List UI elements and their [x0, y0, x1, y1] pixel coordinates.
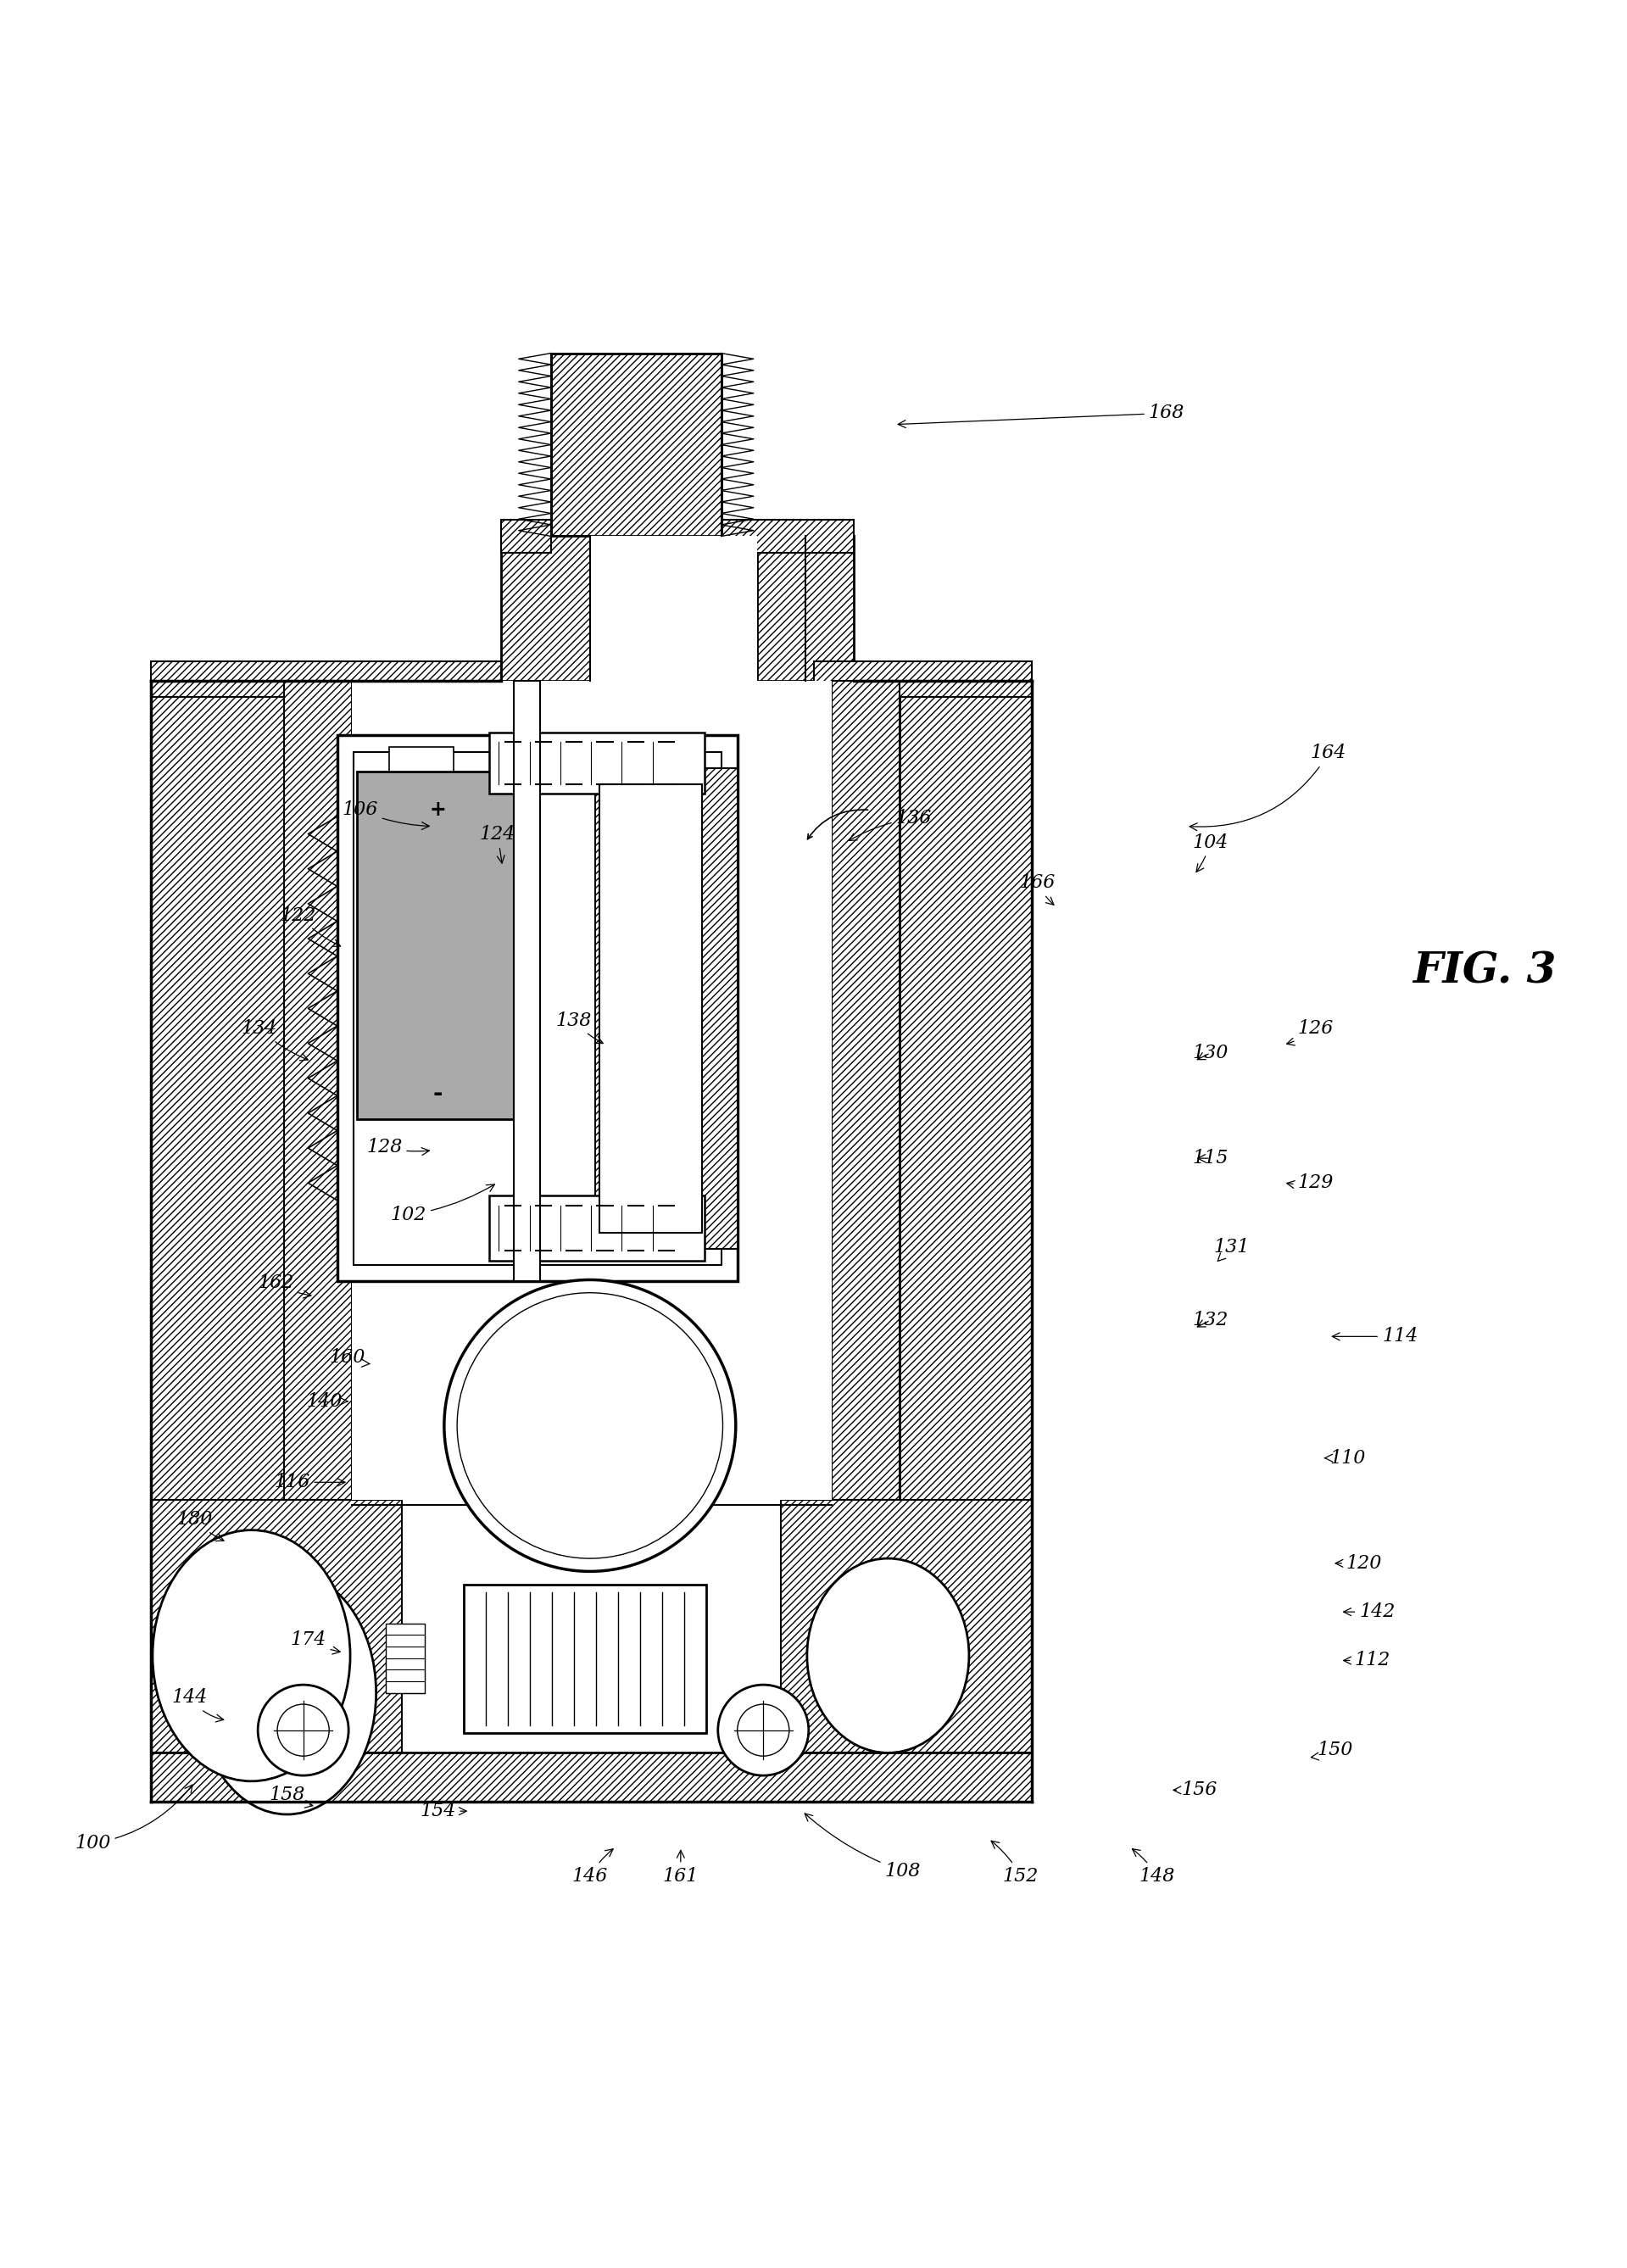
- Text: 131: 131: [1214, 1238, 1250, 1261]
- Bar: [490, 1195, 704, 1261]
- Text: +: +: [430, 801, 446, 821]
- Bar: [151, 680, 283, 1499]
- Text: FIG. 3: FIG. 3: [1412, 950, 1557, 993]
- Bar: [600, 785, 701, 1234]
- Text: 154: 154: [420, 1801, 467, 1821]
- Text: 122: 122: [280, 905, 340, 946]
- Text: 129: 129: [1287, 1173, 1334, 1193]
- Circle shape: [277, 1703, 329, 1755]
- Text: 115: 115: [1193, 1150, 1228, 1168]
- Bar: [337, 735, 737, 1281]
- Bar: [900, 680, 1032, 1499]
- Text: 152: 152: [991, 1842, 1038, 1885]
- Bar: [351, 680, 831, 1499]
- Bar: [501, 519, 552, 553]
- Text: 156: 156: [1173, 1780, 1217, 1799]
- Text: 180: 180: [177, 1510, 225, 1540]
- Ellipse shape: [198, 1572, 376, 1814]
- Text: 161: 161: [662, 1851, 698, 1885]
- Bar: [151, 1499, 402, 1753]
- Text: -: -: [433, 1082, 443, 1105]
- Text: 102: 102: [390, 1184, 495, 1225]
- Text: 140: 140: [306, 1393, 348, 1411]
- Circle shape: [718, 1685, 809, 1776]
- Text: 132: 132: [1193, 1311, 1228, 1329]
- Bar: [151, 660, 501, 696]
- Text: 144: 144: [172, 1687, 223, 1721]
- Text: 130: 130: [1193, 1043, 1228, 1061]
- Text: 162: 162: [257, 1275, 311, 1297]
- Text: 128: 128: [366, 1139, 430, 1157]
- Text: 164: 164: [1189, 744, 1347, 830]
- Text: 158: 158: [268, 1785, 312, 1808]
- Text: 134: 134: [241, 1018, 308, 1061]
- Text: 160: 160: [329, 1347, 369, 1368]
- Bar: [464, 1585, 706, 1733]
- Text: 112: 112: [1344, 1651, 1391, 1669]
- Circle shape: [257, 1685, 348, 1776]
- Bar: [514, 680, 540, 1281]
- Text: 138: 138: [556, 1012, 604, 1043]
- Text: 104: 104: [1193, 832, 1228, 871]
- Text: 108: 108: [805, 1814, 921, 1880]
- Text: 168: 168: [898, 404, 1184, 429]
- Text: 166: 166: [1019, 873, 1054, 905]
- Bar: [757, 535, 854, 680]
- Bar: [283, 680, 351, 1499]
- Bar: [591, 535, 757, 680]
- Circle shape: [444, 1279, 735, 1572]
- Bar: [721, 519, 854, 553]
- Text: 148: 148: [1132, 1848, 1175, 1885]
- Ellipse shape: [153, 1531, 350, 1780]
- Text: 114: 114: [1333, 1327, 1417, 1345]
- Bar: [552, 354, 721, 535]
- Bar: [386, 1624, 425, 1692]
- Text: 106: 106: [342, 801, 430, 830]
- Text: 142: 142: [1344, 1603, 1396, 1622]
- Bar: [781, 1499, 1032, 1753]
- Text: 126: 126: [1287, 1018, 1334, 1046]
- Bar: [151, 1753, 1032, 1801]
- Bar: [595, 769, 737, 1250]
- Bar: [356, 771, 519, 1120]
- Text: 124: 124: [480, 826, 516, 864]
- Ellipse shape: [807, 1558, 970, 1753]
- Bar: [490, 733, 704, 794]
- Text: 136: 136: [849, 810, 932, 841]
- Text: 120: 120: [1336, 1554, 1383, 1572]
- Text: 110: 110: [1324, 1449, 1367, 1467]
- Bar: [501, 535, 591, 680]
- Text: 100: 100: [75, 1785, 192, 1853]
- Text: 146: 146: [573, 1848, 613, 1885]
- Text: 116: 116: [273, 1472, 345, 1492]
- Circle shape: [457, 1293, 722, 1558]
- Bar: [814, 660, 1032, 696]
- Bar: [389, 746, 454, 771]
- Text: 150: 150: [1311, 1740, 1354, 1760]
- Text: 174: 174: [290, 1631, 340, 1653]
- Bar: [353, 751, 721, 1266]
- Circle shape: [737, 1703, 789, 1755]
- Bar: [831, 680, 900, 1499]
